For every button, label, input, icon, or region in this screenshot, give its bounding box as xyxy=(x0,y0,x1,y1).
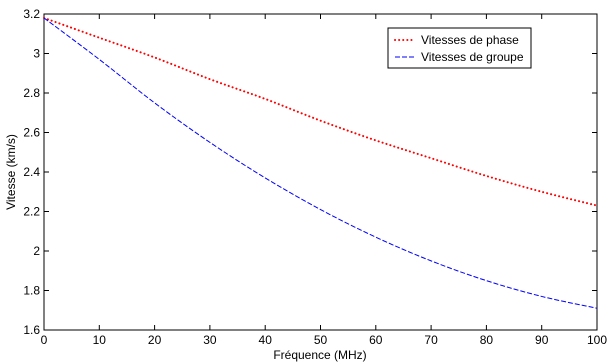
x-tick-label: 0 xyxy=(41,333,48,347)
series-line-0 xyxy=(43,16,598,207)
x-tick-label: 70 xyxy=(424,333,438,347)
y-tick-label: 3.2 xyxy=(23,7,40,21)
x-axis-ticks: 0 10 20 30 40 50 60 70 80 90 100 xyxy=(41,14,607,347)
y-axis-ticks: 1.6 1.8 2 2.2 2.4 2.6 2.8 3 3.2 xyxy=(23,7,597,337)
legend-label-groupe: Vitesses de groupe xyxy=(421,50,524,64)
x-tick-label: 40 xyxy=(259,333,273,347)
x-tick-label: 90 xyxy=(535,333,549,347)
y-axis-label: Vitesse (km/s) xyxy=(4,134,18,210)
y-tick-label: 2.8 xyxy=(23,86,40,100)
legend: Vitesses de phase Vitesses de groupe xyxy=(387,27,532,69)
y-tick-label: 1.6 xyxy=(23,323,40,337)
series-line-1 xyxy=(43,17,598,309)
y-tick-label: 1.8 xyxy=(23,284,40,298)
x-tick-label: 50 xyxy=(314,333,328,347)
legend-box xyxy=(387,27,532,69)
y-tick-label: 2.6 xyxy=(23,126,40,140)
x-tick-label: 20 xyxy=(148,333,162,347)
y-tick-label: 2.4 xyxy=(23,165,40,179)
y-tick-label: 2 xyxy=(33,244,40,258)
x-tick-label: 30 xyxy=(203,333,217,347)
series-layer xyxy=(43,16,598,309)
legend-label-phase: Vitesses de phase xyxy=(421,33,519,47)
y-tick-label: 3 xyxy=(33,47,40,61)
y-tick-label: 2.2 xyxy=(23,205,40,219)
x-tick-label: 60 xyxy=(369,333,383,347)
x-tick-label: 80 xyxy=(480,333,494,347)
x-tick-label: 100 xyxy=(587,333,607,347)
x-axis-label: Fréquence (MHz) xyxy=(273,348,366,362)
x-tick-label: 10 xyxy=(93,333,107,347)
